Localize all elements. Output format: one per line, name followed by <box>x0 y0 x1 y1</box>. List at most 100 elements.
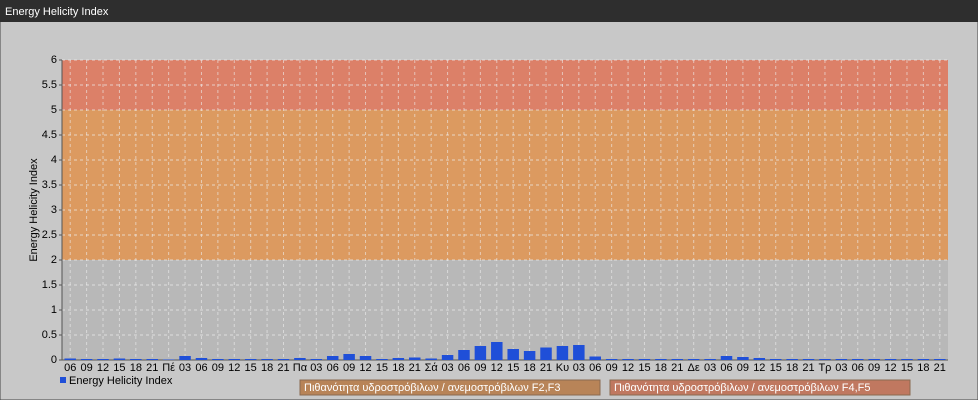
bar <box>720 356 733 360</box>
x-tick-label: Πα <box>293 362 308 374</box>
legend-label: Energy Helicity Index <box>69 375 173 387</box>
bar <box>261 359 273 360</box>
x-tick-label: 21 <box>409 362 421 374</box>
y-tick-label: 1.5 <box>42 279 57 291</box>
bar <box>589 356 601 360</box>
x-tick-label: 12 <box>753 362 765 374</box>
x-tick-label: 18 <box>917 362 929 374</box>
x-tick-label: 12 <box>491 362 503 374</box>
bar <box>786 359 798 360</box>
title-bar <box>0 0 978 22</box>
bar <box>244 359 257 360</box>
bar <box>769 359 782 360</box>
x-tick-label: 21 <box>802 362 814 374</box>
x-tick-label: 18 <box>261 362 273 374</box>
bar <box>179 356 191 360</box>
bar <box>901 359 913 360</box>
bar <box>376 359 388 360</box>
bar <box>934 359 946 360</box>
x-tick-label: Δε <box>688 362 700 374</box>
x-tick-label: 03 <box>310 362 322 374</box>
x-tick-label: 06 <box>327 362 339 374</box>
x-tick-label: 12 <box>228 362 240 374</box>
x-tick-label: 03 <box>835 362 847 374</box>
x-tick-label: 15 <box>901 362 913 374</box>
y-tick-label: 6 <box>51 54 57 66</box>
bar <box>64 358 76 360</box>
bar <box>605 359 618 360</box>
x-tick-label: 09 <box>80 362 92 374</box>
legend-swatch <box>60 377 66 383</box>
bar <box>523 351 536 360</box>
x-tick-label: 21 <box>540 362 552 374</box>
y-tick-label: 4.5 <box>42 129 57 141</box>
annotation-box <box>609 379 911 396</box>
bar <box>343 354 355 360</box>
bar <box>277 359 290 360</box>
x-tick-label: 06 <box>589 362 601 374</box>
x-tick-label: 09 <box>212 362 224 374</box>
x-tick-label: 15 <box>113 362 125 374</box>
bar <box>556 346 569 360</box>
bar <box>868 359 880 360</box>
bar <box>441 355 454 360</box>
y-tick-label: 0 <box>51 354 57 366</box>
x-tick-label: 15 <box>638 362 650 374</box>
bar <box>655 359 667 360</box>
annotation-box <box>299 379 601 396</box>
x-tick-label: 09 <box>737 362 749 374</box>
x-tick-label: 03 <box>441 362 453 374</box>
y-tick-label: 5.5 <box>42 79 57 91</box>
bar <box>507 349 519 360</box>
y-tick-label: 2.5 <box>42 229 57 241</box>
bar <box>162 359 175 360</box>
x-tick-label: 09 <box>868 362 880 374</box>
annotation-text: Πιθανότητα υδροστρόβιλων / ανεμοστρόβιλω… <box>304 382 561 394</box>
bar <box>458 350 470 360</box>
bar <box>687 359 700 360</box>
x-tick-label: 12 <box>884 362 896 374</box>
x-tick-label: 06 <box>852 362 864 374</box>
bar <box>884 359 897 360</box>
page-title: Energy Helicity Index <box>5 6 109 18</box>
bar <box>113 358 126 360</box>
y-axis-label: Energy Helicity Index <box>28 158 40 262</box>
bar <box>212 359 224 360</box>
y-tick-label: 1 <box>51 304 57 316</box>
x-tick-label: 03 <box>573 362 585 374</box>
bar <box>294 358 306 360</box>
bar <box>97 359 109 360</box>
bar <box>310 359 323 360</box>
x-tick-label: 09 <box>474 362 486 374</box>
x-tick-label: 09 <box>343 362 355 374</box>
y-tick-label: 3.5 <box>42 179 57 191</box>
bar <box>491 342 503 360</box>
bar <box>573 345 585 360</box>
x-tick-label: 21 <box>934 362 946 374</box>
bar <box>852 359 864 360</box>
bar <box>130 359 142 360</box>
bar <box>638 359 651 360</box>
x-tick-label: 06 <box>64 362 76 374</box>
x-tick-label: 21 <box>146 362 158 374</box>
x-tick-label: Τρ <box>818 362 831 374</box>
bar <box>228 359 241 360</box>
bar <box>359 356 372 360</box>
x-tick-label: 21 <box>277 362 289 374</box>
x-tick-label: 18 <box>392 362 404 374</box>
x-tick-label: Σά <box>425 362 439 374</box>
x-tick-label: 15 <box>770 362 782 374</box>
y-tick-label: 4 <box>51 154 57 166</box>
x-tick-label: 03 <box>704 362 716 374</box>
x-tick-label: Κυ <box>556 362 569 374</box>
bar <box>392 358 405 360</box>
y-tick-label: 2 <box>51 254 57 266</box>
x-tick-label: Πέ <box>162 362 175 374</box>
x-tick-label: 15 <box>245 362 257 374</box>
x-tick-label: 18 <box>130 362 142 374</box>
bar <box>819 359 831 360</box>
bar <box>425 358 437 360</box>
x-tick-label: 18 <box>655 362 667 374</box>
bar <box>835 359 848 360</box>
